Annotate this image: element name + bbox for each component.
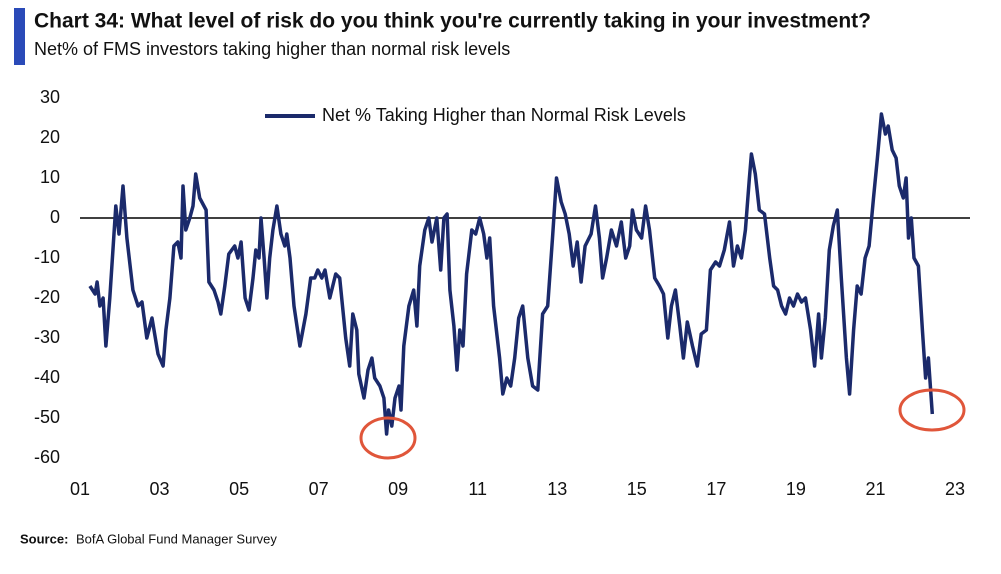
source-label: Source:: [20, 531, 68, 546]
x-tick-label: 13: [547, 479, 567, 499]
chart-title: Chart 34: What level of risk do you thin…: [34, 10, 871, 33]
x-tick-label: 09: [388, 479, 408, 499]
chart-subtitle: Net% of FMS investors taking higher than…: [34, 39, 510, 59]
y-tick-label: -10: [34, 247, 60, 267]
legend-label: Net % Taking Higher than Normal Risk Lev…: [322, 105, 686, 125]
highlight-circle: [359, 416, 417, 460]
x-tick-label: 07: [309, 479, 329, 499]
y-tick-label: -30: [34, 327, 60, 347]
y-tick-label: 0: [50, 207, 60, 227]
title-bar: [14, 8, 25, 65]
x-tick-label: 23: [945, 479, 965, 499]
y-tick-label: -20: [34, 287, 60, 307]
source-text: BofA Global Fund Manager Survey: [76, 531, 277, 546]
y-tick-label: 30: [40, 87, 60, 107]
y-tick-label: -60: [34, 447, 60, 467]
x-tick-label: 17: [706, 479, 726, 499]
x-tick-label: 05: [229, 479, 249, 499]
x-tick-label: 21: [865, 479, 885, 499]
y-tick-label: -40: [34, 367, 60, 387]
y-tick-label: 10: [40, 167, 60, 187]
x-tick-label: 03: [150, 479, 170, 499]
y-tick-label: 20: [40, 127, 60, 147]
y-tick-label: -50: [34, 407, 60, 427]
x-tick-label: 19: [786, 479, 806, 499]
plot-area: 30 20 10 0 -10 -20 -30 -40 -50 -60 01 03 05 07 09 11 13 1…: [34, 87, 970, 499]
x-tick-label: 01: [70, 479, 90, 499]
data-line: [88, 112, 935, 436]
x-tick-label: 15: [627, 479, 647, 499]
x-tick-label: 11: [468, 479, 487, 499]
highlight-circle: [898, 388, 966, 432]
